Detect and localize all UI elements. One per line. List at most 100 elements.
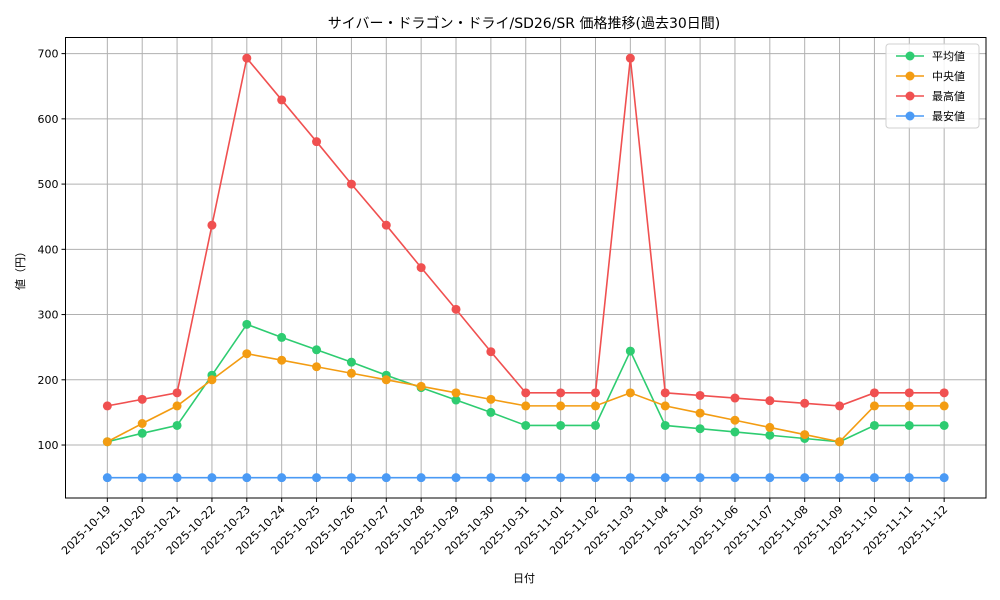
- data-point: [172, 420, 182, 430]
- data-point: [939, 473, 949, 483]
- data-point: [451, 473, 461, 483]
- data-point: [765, 396, 775, 406]
- data-point: [556, 388, 566, 398]
- data-point: [381, 473, 391, 483]
- data-point: [207, 375, 217, 385]
- data-point: [346, 473, 356, 483]
- data-point: [625, 388, 635, 398]
- data-point: [730, 415, 740, 425]
- data-point: [939, 420, 949, 430]
- data-point: [590, 401, 600, 411]
- series-最安値: [102, 473, 949, 483]
- legend-label: 最高値: [932, 89, 965, 103]
- data-point: [939, 388, 949, 398]
- data-point: [835, 473, 845, 483]
- y-tick-label: 600: [38, 113, 59, 126]
- data-point: [660, 420, 670, 430]
- data-point: [730, 393, 740, 403]
- data-point: [939, 401, 949, 411]
- data-point: [835, 401, 845, 411]
- legend-item: 最高値: [896, 89, 965, 103]
- data-point: [416, 381, 426, 391]
- data-point: [695, 408, 705, 418]
- data-point: [556, 401, 566, 411]
- data-point: [381, 220, 391, 230]
- data-point: [102, 401, 112, 411]
- data-point: [904, 388, 914, 398]
- data-point: [312, 345, 322, 355]
- data-point: [590, 388, 600, 398]
- legend-item: 最安値: [896, 109, 965, 123]
- legend-label: 中央値: [932, 70, 965, 83]
- data-point: [346, 179, 356, 189]
- data-point: [381, 375, 391, 385]
- data-point: [486, 473, 496, 483]
- x-axis: 2025-10-192025-10-202025-10-212025-10-22…: [59, 498, 950, 557]
- data-point: [207, 473, 217, 483]
- data-point: [451, 304, 461, 314]
- data-point: [695, 424, 705, 434]
- data-point: [486, 394, 496, 404]
- data-point: [869, 473, 879, 483]
- data-point: [869, 401, 879, 411]
- series-lines: [102, 53, 949, 483]
- chart-title: サイバー・ドラゴン・ドライ/SD26/SR 価格推移(過去30日間): [328, 15, 720, 32]
- data-point: [556, 473, 566, 483]
- legend-label: 平均値: [932, 50, 965, 63]
- data-point: [242, 349, 252, 359]
- data-point: [590, 420, 600, 430]
- data-point: [242, 53, 252, 63]
- data-point: [486, 407, 496, 417]
- x-axis-label: 日付: [513, 572, 535, 585]
- data-point: [660, 473, 670, 483]
- data-point: [835, 437, 845, 447]
- data-point: [660, 401, 670, 411]
- data-point: [346, 368, 356, 378]
- data-point: [904, 401, 914, 411]
- legend-box: [885, 43, 980, 129]
- data-point: [416, 263, 426, 273]
- data-point: [102, 437, 112, 447]
- legend-label: 最安値: [932, 109, 965, 123]
- data-point: [172, 388, 182, 398]
- data-point: [521, 420, 531, 430]
- data-point: [312, 137, 322, 147]
- data-point: [625, 346, 635, 356]
- data-point: [765, 422, 775, 432]
- data-point: [277, 332, 287, 342]
- y-tick-label: 500: [38, 178, 59, 191]
- data-point: [904, 473, 914, 483]
- data-point: [416, 473, 426, 483]
- data-point: [869, 388, 879, 398]
- data-point: [625, 473, 635, 483]
- data-point: [137, 428, 147, 438]
- data-point: [312, 362, 322, 372]
- data-point: [451, 388, 461, 398]
- data-point: [242, 319, 252, 329]
- legend-marker-icon: [905, 71, 915, 81]
- data-point: [695, 473, 705, 483]
- data-point: [172, 473, 182, 483]
- data-point: [556, 420, 566, 430]
- data-point: [590, 473, 600, 483]
- data-point: [521, 401, 531, 411]
- data-point: [521, 388, 531, 398]
- data-point: [172, 401, 182, 411]
- data-point: [277, 355, 287, 365]
- legend-item: 中央値: [896, 70, 965, 83]
- data-point: [660, 388, 670, 398]
- legend-marker-icon: [905, 111, 915, 121]
- y-tick-label: 300: [38, 309, 59, 322]
- y-tick-label: 400: [38, 243, 59, 256]
- data-point: [102, 473, 112, 483]
- data-point: [730, 427, 740, 437]
- data-point: [137, 473, 147, 483]
- data-point: [695, 390, 705, 400]
- data-point: [207, 220, 217, 230]
- y-tick-label: 200: [38, 374, 59, 387]
- data-point: [625, 53, 635, 63]
- data-point: [730, 473, 740, 483]
- data-point: [277, 473, 287, 483]
